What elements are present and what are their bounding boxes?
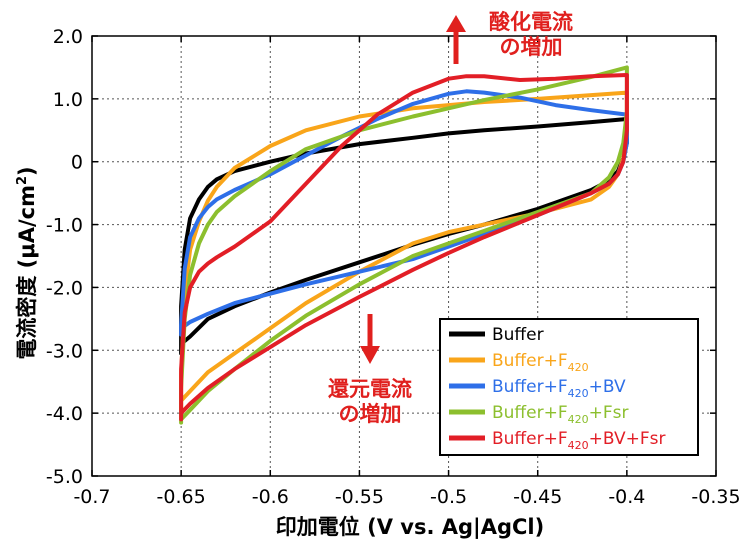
y-axis-title: 電流密度 (μA/cm2) [15,166,39,359]
reduction-label-line1: 還元電流 [328,377,412,401]
legend-label-1: Buffer [492,325,544,345]
plot-frame [91,35,717,477]
oxidation-label-line1: 酸化電流 [489,10,573,34]
x-tick-label: -0.65 [157,486,206,508]
series-line-5 [179,73,629,422]
oxidation-label-line2: の増加 [500,35,563,59]
x-tick-label: -0.7 [73,486,110,508]
y-axis-title-main: 電流密度 (μA/cm [15,185,39,360]
legend-label-5: Buffer+F420+BV+Fsr [492,429,666,452]
y-tick-labels: 2.0 1.0 0 -1.0 -2.0 -3.0 -4.0 -5.0 [46,26,83,488]
series-layer [179,65,629,425]
legend-label-3: Buffer+F420+BV [492,377,626,400]
x-tick-label: -0.35 [691,486,739,508]
y-axis-title-sup: 2 [15,176,30,185]
y-tick-label: 1.0 [53,89,83,111]
legend: Buffer Buffer+F420 Buffer+F420+BV Buffer+F4… [439,318,699,456]
reduction-arrow-head [360,346,380,364]
x-tick-label: -0.45 [513,486,562,508]
reduction-label-line2: の増加 [339,402,402,426]
y-tick-label: -4.0 [46,403,83,425]
oxidation-arrow-head [446,15,466,32]
y-tick-label: -3.0 [46,340,83,362]
x-axis-title: 印加電位 (V vs. Ag|AgCl) [276,515,544,540]
series-line-3 [179,89,629,337]
y-axis-title-end: ) [15,166,39,176]
tick-marks [91,35,717,477]
x-tick-label: -0.4 [608,486,645,508]
x-tick-labels: -0.7 -0.65 -0.6 -0.55 -0.5 -0.45 -0.4 -0.35 [73,486,739,508]
y-tick-label: -1.0 [46,215,83,237]
oxidation-annotation: 酸化電流 の増加 [446,10,573,64]
x-tick-label: -0.55 [335,486,384,508]
x-tick-label: -0.6 [252,486,289,508]
x-tick-label: -0.5 [430,486,467,508]
y-tick-label: -5.0 [46,466,83,488]
legend-label-4: Buffer+F420+Fsr [492,403,629,426]
y-tick-label: 0 [71,152,83,174]
legend-label-2: Buffer+F420 [492,351,589,374]
y-tick-label: -2.0 [46,277,83,299]
y-tick-label: 2.0 [53,26,83,48]
reduction-annotation: 還元電流 の増加 [328,314,412,426]
